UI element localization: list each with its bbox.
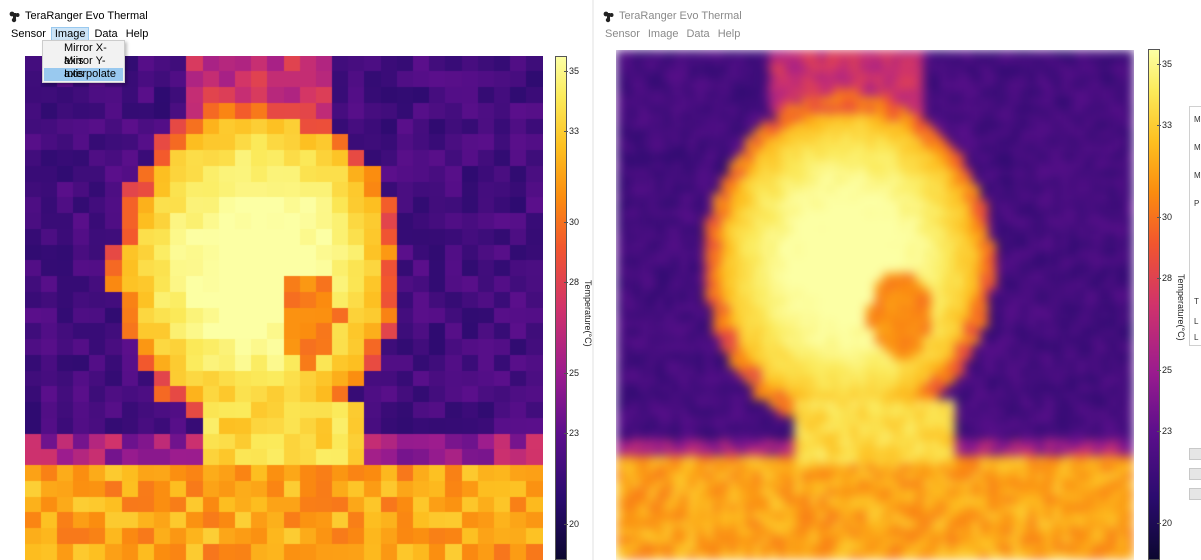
side-panel: M M M P T L L [1189, 106, 1201, 346]
colorbar-tick-label: 20 [1162, 518, 1173, 529]
app-logo-icon [602, 10, 615, 23]
menu-bar: Sensor Image Data Help [602, 27, 745, 41]
mirror-y-axis-item[interactable]: Mirror Y-axis [64, 55, 106, 80]
side-panel-letter: M [1194, 143, 1201, 152]
colorbar-tick-label: 30 [569, 216, 580, 227]
colorbar-tick-mark [564, 523, 568, 525]
colorbar-label: Temperature(°C) [583, 280, 592, 347]
menu-image[interactable]: Image [647, 28, 679, 40]
side-panel-letter: M [1194, 171, 1201, 180]
colorbar-tick-label: 33 [1162, 120, 1173, 131]
menu-image[interactable]: Image [50, 27, 90, 41]
colorbar-tick-mark [1157, 217, 1161, 219]
side-panel-letter: P [1194, 199, 1200, 208]
side-panel-letter: T [1194, 297, 1199, 306]
image-menu-dropdown: Mirror X-axis Mirror Y-axis Interpolate [42, 40, 125, 83]
colorbar-tick-mark [564, 282, 568, 284]
colorbar-tick-label: 35 [1162, 59, 1173, 70]
colorbar-tick-mark [1157, 370, 1161, 372]
menu-bar: Sensor Image Data Help [8, 27, 153, 41]
thermal-window-left: TeraRanger Evo Thermal Sensor Image Data… [0, 0, 592, 560]
colorbar-tick-mark [564, 372, 568, 374]
window-divider [592, 0, 594, 560]
thermal-image-interpolated [616, 50, 1134, 560]
colorbar-tick-mark [564, 433, 568, 435]
side-panel-letter: L [1194, 317, 1199, 326]
colorbar-tick-mark [1157, 125, 1161, 127]
colorbar-tick-label: 23 [1162, 426, 1173, 437]
colorbar-tick-label: 33 [569, 126, 580, 137]
colorbar-tick-label: 28 [1162, 273, 1173, 284]
menu-data[interactable]: Data [94, 28, 118, 40]
interpolate-item[interactable]: Interpolate [44, 68, 123, 81]
colorbar-tick-label: 25 [1162, 365, 1173, 376]
app-logo-icon [8, 10, 21, 23]
title-bar: TeraRanger Evo Thermal [8, 8, 148, 24]
menu-help[interactable]: Help [125, 28, 149, 40]
window-title: TeraRanger Evo Thermal [619, 10, 742, 22]
colorbar-tick-mark [1157, 64, 1161, 66]
colorbar-tick-mark [1157, 523, 1161, 525]
colorbar-tick-label: 25 [569, 367, 580, 378]
title-bar: TeraRanger Evo Thermal [602, 8, 742, 24]
colorbar-tick-mark [564, 131, 568, 133]
colorbar-tick-label: 23 [569, 428, 580, 439]
thermal-image [25, 56, 543, 560]
colorbar-tick-mark [1157, 278, 1161, 280]
side-button[interactable] [1189, 448, 1201, 460]
colorbar-tick-mark [1157, 431, 1161, 433]
colorbar-tick-label: 30 [1162, 212, 1173, 223]
colorbar-tick-mark [564, 71, 568, 73]
colorbar-tick-label: 20 [569, 518, 580, 529]
mirror-x-axis-item[interactable]: Mirror X-axis [64, 42, 107, 67]
window-title: TeraRanger Evo Thermal [25, 10, 148, 22]
menu-sensor[interactable]: Sensor [605, 28, 640, 40]
thermal-interpolated-grid [616, 50, 1134, 560]
menu-help[interactable]: Help [717, 28, 741, 40]
side-button[interactable] [1189, 488, 1201, 500]
thermal-pixel-grid [25, 56, 543, 560]
colorbar-tick-mark [564, 221, 568, 223]
side-button[interactable] [1189, 468, 1201, 480]
colorbar-tick-label: 35 [569, 66, 580, 77]
thermal-window-right: TeraRanger Evo Thermal Sensor Image Data… [594, 0, 1201, 560]
side-panel-letter: L [1194, 333, 1199, 342]
side-panel-letter: M [1194, 115, 1201, 124]
colorbar-tick-label: 28 [569, 277, 580, 288]
menu-sensor[interactable]: Sensor [11, 28, 46, 40]
menu-data[interactable]: Data [686, 28, 710, 40]
colorbar-label: Temperature(°C) [1176, 274, 1186, 341]
